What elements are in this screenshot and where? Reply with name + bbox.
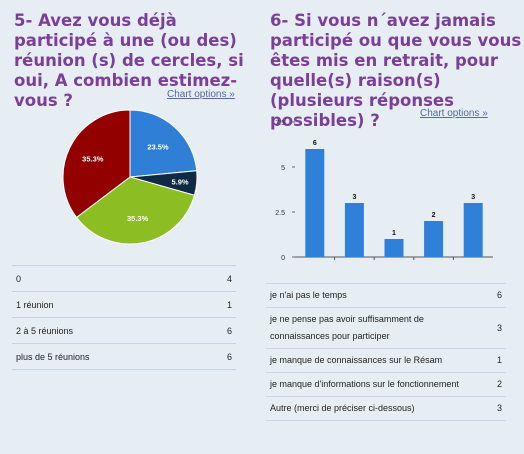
- table-row: je n'ai pas le temps 6: [266, 283, 506, 308]
- question-6-title: 6- Si vous n´avez jamais participé ou qu…: [270, 11, 522, 130]
- row-label: je ne pense pas avoir suffisamment de co…: [270, 314, 424, 341]
- bar: [384, 239, 404, 257]
- table-row: 2 à 5 réunions 6: [12, 317, 236, 344]
- bar-value-label: 6: [313, 140, 317, 147]
- row-label: 2 à 5 réunions: [16, 325, 74, 336]
- row-value: 1: [496, 355, 502, 365]
- y-tick-label: 0: [281, 255, 285, 262]
- row-value: 6: [226, 325, 232, 336]
- table-row: 0 4: [12, 265, 236, 292]
- bar-value-label: 3: [471, 194, 475, 201]
- chart-options-link-q6[interactable]: Chart options »: [420, 108, 488, 119]
- row-value: 1: [226, 299, 232, 310]
- table-row: je ne pense pas avoir suffisamment de co…: [266, 307, 506, 349]
- question-5-title: 5- Avez vous déjà participé à une (ou de…: [14, 11, 244, 110]
- chart-options-link-q5[interactable]: Chart options »: [167, 89, 235, 100]
- row-value: 2: [496, 379, 502, 389]
- bar-value-label: 3: [352, 194, 356, 201]
- pie-slice-label: 5.9%: [171, 178, 188, 187]
- q5-results-table: 0 4 1 réunion 1 2 à 5 réunions 6 plus de…: [12, 265, 236, 370]
- row-label: je n'ai pas le temps: [270, 290, 347, 300]
- pie-slice: [129, 109, 198, 178]
- row-value: 4: [226, 273, 232, 284]
- y-tick-label: 7.5: [275, 120, 285, 127]
- bar: [344, 203, 364, 257]
- bar: [305, 149, 325, 257]
- pie-slice-label: 35.3%: [82, 154, 104, 163]
- row-value: 6: [496, 290, 502, 300]
- table-row: 1 réunion 1: [12, 291, 236, 318]
- pie-slice: [62, 109, 131, 219]
- row-label: je manque de connaissances sur le Résam: [270, 355, 443, 365]
- bar: [463, 203, 483, 257]
- question-6-panel: 6- Si vous n´avez jamais participé ou qu…: [262, 0, 524, 454]
- row-label: 0: [16, 273, 22, 284]
- pie-slice-label: 23.5%: [147, 142, 169, 151]
- pie-chart: 23.5% 5.9% 35.3% 35.3%: [62, 109, 198, 245]
- question-5-panel: 5- Avez vous déjà participé à une (ou de…: [14, 11, 244, 110]
- table-row: je manque d'informations sur le fonction…: [266, 372, 506, 397]
- row-value: 3: [496, 403, 502, 413]
- bar-value-label: 1: [392, 230, 396, 237]
- table-row: Autre (merci de préciser ci-dessous) 3: [266, 396, 506, 421]
- bar-chart: 0 2.5 5 7.5 6 3 1 2 3: [275, 120, 493, 262]
- row-value: 6: [226, 351, 232, 362]
- bar-value-label: 2: [432, 212, 436, 219]
- row-value: 3: [496, 322, 502, 333]
- row-label: je manque d'informations sur le fonction…: [270, 379, 459, 389]
- table-row: je manque de connaissances sur le Résam …: [266, 348, 506, 373]
- row-label: Autre (merci de préciser ci-dessous): [270, 403, 415, 413]
- row-label: plus de 5 réunions: [16, 351, 90, 362]
- row-label: 1 réunion: [16, 299, 54, 310]
- pie-slice: [75, 176, 196, 245]
- bar: [424, 221, 444, 257]
- pie-slice-label: 35.3%: [127, 214, 149, 223]
- y-tick-label: 2.5: [275, 210, 285, 217]
- table-row: plus de 5 réunions 6: [12, 343, 236, 370]
- y-tick-label: 5: [281, 165, 285, 172]
- q6-results-table: je n'ai pas le temps 6 je ne pense pas a…: [266, 283, 506, 421]
